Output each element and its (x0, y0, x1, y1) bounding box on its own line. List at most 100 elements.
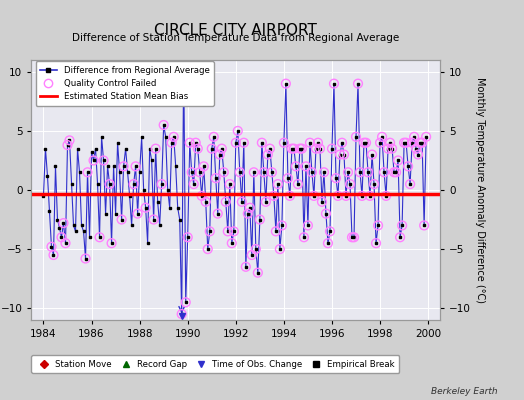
Point (226, 181, 234, 187)
Point (402, 140, 410, 146)
Point (372, 240, 380, 246)
Point (117, 216, 126, 223)
Point (278, 222, 286, 229)
Point (382, 193, 390, 199)
Point (203, 246, 212, 252)
Point (422, 134, 430, 140)
Point (344, 169, 352, 176)
Point (134, 210, 142, 217)
Point (362, 140, 370, 146)
Point (286, 193, 294, 199)
Point (380, 169, 388, 176)
Point (95, 234, 104, 240)
Point (248, 252, 256, 258)
Point (246, 204, 254, 211)
Point (290, 146, 298, 152)
Point (410, 134, 418, 140)
Point (314, 140, 322, 146)
Point (394, 157, 402, 164)
Point (100, 157, 108, 164)
Point (205, 228, 214, 234)
Point (49, 252, 58, 258)
Point (237, 199, 246, 205)
Point (324, 240, 332, 246)
Point (366, 193, 374, 199)
Point (276, 246, 284, 252)
Point (234, 128, 242, 134)
Point (214, 210, 222, 217)
Point (193, 146, 202, 152)
Point (368, 151, 376, 158)
Point (271, 228, 280, 234)
Point (258, 140, 266, 146)
Point (398, 222, 406, 229)
Point (212, 175, 220, 181)
Point (210, 134, 218, 140)
Point (328, 146, 336, 152)
Point (400, 140, 408, 146)
Point (260, 169, 268, 176)
Point (274, 181, 282, 187)
Point (300, 234, 308, 240)
Point (384, 146, 392, 152)
Point (330, 80, 338, 87)
Point (180, 57, 188, 63)
Point (316, 146, 324, 152)
Point (392, 169, 400, 176)
Point (57, 234, 66, 240)
Point (334, 193, 342, 199)
Point (320, 169, 328, 176)
Point (169, 134, 178, 140)
Point (322, 210, 330, 217)
Point (268, 169, 276, 176)
Point (418, 140, 427, 146)
Point (340, 151, 348, 158)
Point (305, 140, 314, 146)
Point (312, 146, 320, 152)
Point (227, 240, 236, 246)
Point (346, 181, 354, 187)
Point (348, 234, 356, 240)
Point (83, 169, 92, 176)
Point (195, 169, 204, 176)
Point (308, 169, 316, 176)
Point (370, 181, 378, 187)
Point (217, 146, 226, 152)
Point (376, 140, 384, 146)
Point (61, 240, 70, 246)
Point (119, 163, 128, 170)
Point (151, 146, 160, 152)
Point (378, 134, 386, 140)
Point (360, 140, 368, 146)
Point (408, 140, 416, 146)
Point (270, 193, 278, 199)
Point (47, 244, 56, 250)
Point (338, 140, 346, 146)
Point (158, 181, 166, 187)
Point (200, 163, 208, 170)
Point (302, 163, 310, 170)
Point (224, 228, 232, 234)
Point (282, 80, 290, 87)
Point (236, 169, 244, 176)
Point (288, 146, 296, 152)
Point (239, 140, 248, 146)
Point (192, 140, 200, 146)
Point (416, 140, 424, 146)
Point (90, 157, 98, 164)
Point (374, 222, 382, 229)
Point (388, 146, 396, 152)
Point (292, 163, 300, 170)
Point (352, 134, 360, 140)
Point (356, 169, 364, 176)
Point (149, 216, 158, 223)
Point (185, 140, 194, 146)
Point (280, 140, 288, 146)
Point (215, 151, 224, 158)
Point (294, 181, 302, 187)
Point (168, 140, 176, 146)
Point (230, 228, 238, 234)
Point (358, 193, 366, 199)
Point (178, 311, 186, 317)
Point (298, 146, 306, 152)
